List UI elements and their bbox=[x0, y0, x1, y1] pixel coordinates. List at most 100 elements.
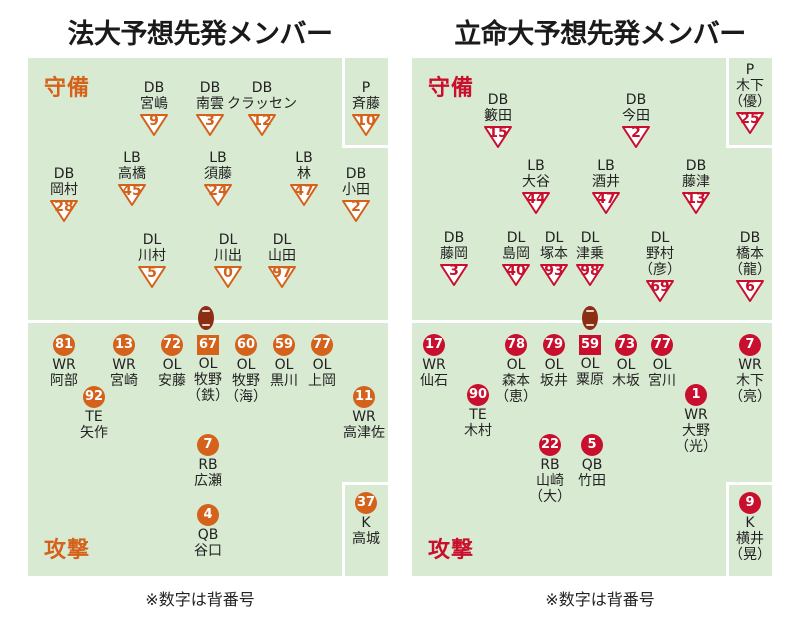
player-name: 木下 bbox=[736, 373, 764, 389]
jersey-circle-icon: 1 bbox=[685, 384, 707, 406]
name-suffix: （亮） bbox=[729, 389, 771, 405]
offensive-player: 81 WR 阿部 bbox=[29, 334, 99, 389]
offensive-player: 78 OL 森本 （恵） bbox=[481, 334, 551, 405]
defender: DB 藤津 13 bbox=[661, 158, 731, 215]
offensive-player: 4 QB 谷口 bbox=[173, 504, 243, 559]
player-name: 木坂 bbox=[612, 373, 640, 389]
defender: DB 今田 2 bbox=[601, 92, 671, 149]
offense-label: 攻撃 bbox=[428, 538, 475, 563]
offensive-player: 1 WR 大野 （光） bbox=[661, 384, 731, 455]
defense-label: 守備 bbox=[428, 76, 475, 101]
position-label: OL bbox=[544, 357, 564, 373]
position-label: DL bbox=[218, 232, 238, 248]
jersey-triangle-icon: 28 bbox=[49, 199, 79, 223]
jersey-triangle-icon: 3 bbox=[195, 113, 225, 137]
jersey-circle-icon: 7 bbox=[739, 334, 761, 356]
position-label: DB bbox=[487, 92, 509, 108]
player-name: 高津佐 bbox=[343, 425, 385, 441]
name-suffix: （海） bbox=[225, 389, 267, 405]
position-label: OL bbox=[198, 356, 218, 372]
jersey-circle-icon: 73 bbox=[615, 334, 637, 356]
position-label: TE bbox=[85, 409, 103, 425]
jersey-circle-icon: 17 bbox=[423, 334, 445, 356]
position-label: DL bbox=[142, 232, 162, 248]
jersey-circle-icon: 77 bbox=[651, 334, 673, 356]
position-label: DL bbox=[272, 232, 292, 248]
kicker: 37 K 高城 bbox=[331, 492, 401, 547]
player-name: 岡村 bbox=[50, 182, 78, 198]
jersey-triangle-icon: 44 bbox=[521, 191, 551, 215]
position-label: LB bbox=[209, 150, 227, 166]
position-label: WR bbox=[684, 407, 708, 423]
position-label: DB bbox=[443, 230, 465, 246]
offensive-player: 90 TE 木村 bbox=[443, 384, 513, 439]
position-label: DB bbox=[625, 92, 647, 108]
jersey-number: 24 bbox=[208, 183, 228, 199]
football-icon bbox=[582, 306, 598, 330]
jersey-triangle-icon: 9 bbox=[139, 113, 169, 137]
position-label: LB bbox=[295, 150, 313, 166]
offensive-player: 77 OL 上岡 bbox=[287, 334, 357, 389]
position-label: QB bbox=[581, 457, 603, 473]
position-label: RB bbox=[540, 457, 560, 473]
jersey-number: 10 bbox=[356, 113, 376, 129]
player-name: 竹田 bbox=[578, 473, 606, 489]
jersey-triangle-icon: 24 bbox=[203, 183, 233, 207]
position-label: LB bbox=[597, 158, 615, 174]
defender: DL 川村 5 bbox=[117, 232, 187, 289]
player-name: 横井 bbox=[736, 531, 764, 547]
player-name: 高橋 bbox=[118, 166, 146, 182]
jersey-number: 5 bbox=[147, 265, 157, 281]
player-name: 坂井 bbox=[540, 373, 568, 389]
position-label: DB bbox=[251, 80, 273, 96]
defender: DB 南雲 3 bbox=[175, 80, 245, 137]
player-name: 山崎 bbox=[536, 473, 564, 489]
player-name: 川出 bbox=[214, 248, 242, 264]
player-name: 山田 bbox=[268, 248, 296, 264]
player-name: 上岡 bbox=[308, 373, 336, 389]
player-name: 宮川 bbox=[648, 373, 676, 389]
jersey-triangle-icon: 98 bbox=[575, 263, 605, 287]
name-suffix: （鉄） bbox=[187, 388, 229, 404]
offensive-player: 79 OL 坂井 bbox=[519, 334, 589, 389]
punter: P 木下 （優） 25 bbox=[715, 62, 785, 135]
defender: DL 島岡 40 bbox=[481, 230, 551, 287]
jersey-number: 6 bbox=[745, 279, 755, 295]
name-suffix: （彦） bbox=[639, 262, 681, 278]
jersey-circle-icon: 5 bbox=[581, 434, 603, 456]
player-name: 牧野 bbox=[194, 372, 222, 388]
position-label: P bbox=[745, 62, 755, 78]
defender: DB 藤岡 3 bbox=[419, 230, 489, 287]
player-name: 橋本 bbox=[736, 246, 764, 262]
offensive-player: 72 OL 安藤 bbox=[137, 334, 207, 389]
player-name: 森本 bbox=[502, 373, 530, 389]
jersey-circle-icon: 4 bbox=[197, 504, 219, 526]
jersey-number: 47 bbox=[294, 183, 314, 199]
jersey-circle-icon: 78 bbox=[505, 334, 527, 356]
position-label: DL bbox=[506, 230, 526, 246]
offensive-player: 77 OL 宮川 bbox=[627, 334, 697, 389]
position-label: DB bbox=[143, 80, 165, 96]
punter: P 斉藤 10 bbox=[331, 80, 401, 137]
name-suffix: （龍） bbox=[729, 262, 771, 278]
jersey-circle-icon: 77 bbox=[311, 334, 333, 356]
jersey-number: 47 bbox=[596, 191, 616, 207]
position-label: OL bbox=[236, 357, 256, 373]
position-label: DB bbox=[53, 166, 75, 182]
jersey-circle-icon: 7 bbox=[197, 434, 219, 456]
defender: DL 塚本 93 bbox=[519, 230, 589, 287]
name-suffix: （優） bbox=[729, 94, 771, 110]
jersey-triangle-icon: 2 bbox=[341, 199, 371, 223]
name-suffix: （恵） bbox=[495, 389, 537, 405]
position-label: DB bbox=[685, 158, 707, 174]
center-player: 59 OL 粟原 bbox=[555, 335, 625, 388]
jersey-triangle-icon: 69 bbox=[645, 279, 675, 303]
position-label: OL bbox=[652, 357, 672, 373]
player-name: 高城 bbox=[352, 531, 380, 547]
name-suffix: （大） bbox=[529, 489, 571, 505]
position-label: WR bbox=[422, 357, 446, 373]
jersey-circle-icon: 13 bbox=[113, 334, 135, 356]
player-name: 宮嶋 bbox=[140, 96, 168, 112]
position-label: TE bbox=[469, 407, 487, 423]
position-label: DL bbox=[544, 230, 564, 246]
